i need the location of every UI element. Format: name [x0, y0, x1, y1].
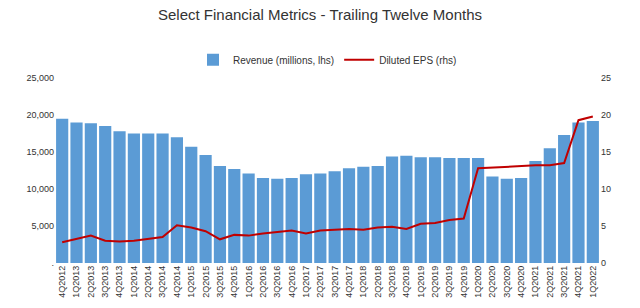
- svg-text:3Q2021: 3Q2021: [559, 266, 569, 298]
- svg-text:.: .: [51, 258, 54, 268]
- svg-text:5,000: 5,000: [31, 221, 54, 231]
- svg-text:4Q2018: 4Q2018: [401, 266, 411, 298]
- svg-text:2Q2020: 2Q2020: [487, 266, 497, 298]
- svg-text:2Q2021: 2Q2021: [545, 266, 555, 298]
- svg-text:4Q2021: 4Q2021: [573, 266, 583, 298]
- svg-text:10,000: 10,000: [26, 184, 54, 194]
- svg-text:1Q2019: 1Q2019: [416, 266, 426, 298]
- svg-text:3Q2015: 3Q2015: [215, 266, 225, 298]
- svg-text:1Q2014: 1Q2014: [129, 266, 139, 298]
- svg-text:2Q2018: 2Q2018: [373, 266, 383, 298]
- svg-text:2Q2016: 2Q2016: [258, 266, 268, 298]
- svg-text:2Q2015: 2Q2015: [201, 266, 211, 298]
- svg-text:3Q2013: 3Q2013: [100, 266, 110, 298]
- svg-text:Select Financial Metrics - Tra: Select Financial Metrics - Trailing Twel…: [158, 6, 482, 23]
- svg-text:25,000: 25,000: [26, 73, 54, 83]
- svg-text:1Q2018: 1Q2018: [358, 266, 368, 298]
- svg-text:20,000: 20,000: [26, 110, 54, 120]
- svg-text:2Q2019: 2Q2019: [430, 266, 440, 298]
- svg-text:20: 20: [601, 110, 611, 120]
- svg-text:3Q2019: 3Q2019: [444, 266, 454, 298]
- svg-text:2Q2014: 2Q2014: [143, 266, 153, 298]
- svg-text:1Q2021: 1Q2021: [530, 266, 540, 298]
- svg-text:15,000: 15,000: [26, 147, 54, 157]
- svg-text:1Q2020: 1Q2020: [473, 266, 483, 298]
- svg-text:15: 15: [601, 147, 611, 157]
- svg-text:4Q2014: 4Q2014: [172, 266, 182, 298]
- svg-text:3Q2017: 3Q2017: [330, 266, 340, 298]
- svg-text:1Q2015: 1Q2015: [186, 266, 196, 298]
- svg-text:4Q2015: 4Q2015: [229, 266, 239, 298]
- svg-text:4Q2019: 4Q2019: [459, 266, 469, 298]
- svg-text:Diluted EPS (rhs): Diluted EPS (rhs): [379, 55, 456, 66]
- svg-text:1Q2017: 1Q2017: [301, 266, 311, 298]
- svg-text:1Q2013: 1Q2013: [71, 266, 81, 298]
- svg-text:4Q2012: 4Q2012: [57, 266, 67, 298]
- svg-text:4Q2020: 4Q2020: [516, 266, 526, 298]
- svg-text:1Q2022: 1Q2022: [588, 266, 598, 298]
- svg-text:2Q2017: 2Q2017: [315, 266, 325, 298]
- svg-text:Revenue (millions, lhs): Revenue (millions, lhs): [233, 55, 334, 66]
- svg-text:4Q2017: 4Q2017: [344, 266, 354, 298]
- svg-text:1Q2016: 1Q2016: [244, 266, 254, 298]
- svg-text:25: 25: [601, 73, 611, 83]
- svg-text:3Q2016: 3Q2016: [272, 266, 282, 298]
- svg-text:0: 0: [601, 258, 606, 268]
- svg-text:3Q2018: 3Q2018: [387, 266, 397, 298]
- svg-text:5: 5: [601, 221, 606, 231]
- svg-text:2Q2013: 2Q2013: [86, 266, 96, 298]
- svg-text:10: 10: [601, 184, 611, 194]
- svg-text:3Q2020: 3Q2020: [502, 266, 512, 298]
- svg-text:4Q2013: 4Q2013: [114, 266, 124, 298]
- svg-text:4Q2016: 4Q2016: [287, 266, 297, 298]
- svg-text:3Q2014: 3Q2014: [157, 266, 167, 298]
